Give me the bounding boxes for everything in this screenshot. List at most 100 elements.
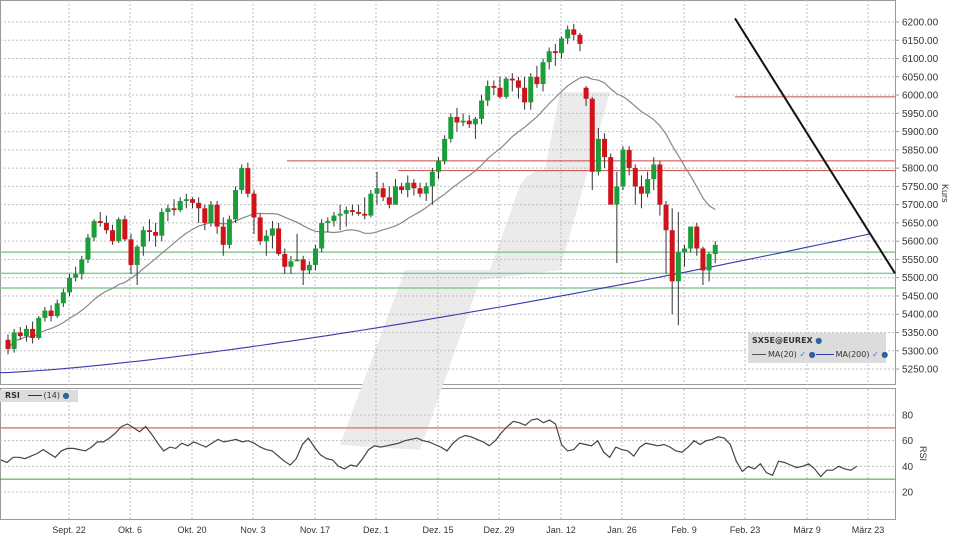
x-tick-label: Jan. 12: [546, 525, 576, 535]
x-tick-label: März 9: [793, 525, 821, 535]
globe-icon[interactable]: ●: [881, 350, 889, 359]
rsi-tick-label: 20: [902, 487, 914, 498]
candle: [460, 120, 466, 123]
candle: [436, 160, 441, 172]
check-icon[interactable]: ✓: [799, 350, 807, 359]
candle: [552, 51, 558, 54]
candle: [405, 182, 411, 191]
candle: [466, 120, 472, 125]
candle: [79, 259, 85, 275]
x-tick-label: März 23: [852, 525, 885, 535]
legend-ma200: MA(200): [835, 350, 870, 359]
candle: [60, 292, 66, 304]
candle: [116, 219, 122, 242]
candle: [663, 204, 669, 231]
candle: [331, 215, 337, 222]
candle: [608, 157, 614, 205]
x-tick-label: Sept. 22: [52, 525, 86, 535]
candle: [522, 87, 528, 103]
price-tick-label: 5300.00: [902, 346, 939, 357]
candle: [337, 213, 343, 216]
candle: [103, 222, 109, 231]
rsi-legend: RSI (14) ●: [0, 390, 78, 402]
globe-icon[interactable]: ●: [815, 336, 823, 345]
candle: [700, 248, 706, 271]
price-tick-label: 6100.00: [902, 54, 939, 65]
ma20-swatch: [752, 354, 766, 355]
candle: [190, 199, 195, 203]
candle: [159, 211, 165, 236]
candle: [528, 76, 534, 103]
rsi-tick-label: 60: [902, 436, 914, 447]
legend-ma20: MA(20): [768, 350, 797, 359]
ma200-swatch: [815, 354, 834, 355]
candle: [214, 204, 220, 227]
price-tick-label: 5550.00: [902, 255, 939, 266]
watermark-logo: [340, 92, 610, 450]
price-tick-label: 6050.00: [902, 72, 939, 83]
candle: [196, 202, 202, 209]
candle: [54, 303, 60, 317]
candle: [509, 78, 515, 81]
candle: [515, 80, 521, 88]
candle: [17, 332, 23, 337]
candle: [202, 208, 208, 223]
candle: [30, 328, 36, 338]
candle: [638, 186, 644, 194]
price-tick-label: 5500.00: [902, 273, 939, 284]
x-tick-label: Feb. 9: [671, 525, 697, 535]
candle: [220, 226, 226, 245]
ma20-line: [7, 76, 716, 350]
candle: [651, 164, 657, 180]
globe-icon[interactable]: ●: [62, 391, 70, 400]
legend-rsi-param: (14): [43, 391, 60, 400]
candle: [233, 190, 239, 220]
x-tick-label: Okt. 6: [118, 525, 142, 535]
candle: [171, 208, 177, 211]
candle: [472, 118, 478, 125]
candle: [294, 259, 300, 262]
candle: [368, 193, 374, 216]
candle: [146, 230, 152, 233]
price-tick-label: 5650.00: [902, 218, 939, 229]
candle: [97, 221, 103, 223]
candle: [343, 210, 349, 214]
candle: [257, 217, 263, 242]
candle: [491, 85, 497, 88]
candle: [356, 211, 362, 214]
candle: [429, 171, 435, 187]
candle: [417, 188, 423, 194]
candle: [5, 339, 11, 349]
price-tick-label: 6000.00: [902, 91, 939, 102]
candle: [300, 259, 306, 271]
candle: [688, 226, 694, 249]
candle: [682, 248, 687, 253]
candle: [454, 116, 460, 123]
globe-icon[interactable]: ●: [808, 350, 816, 359]
check-icon[interactable]: ✓: [872, 350, 879, 359]
candle: [546, 51, 552, 63]
candle: [479, 100, 485, 119]
candle: [140, 230, 146, 247]
candle: [626, 149, 632, 169]
trendline: [734, 17, 896, 274]
rsi-tick-label: 80: [902, 411, 914, 422]
x-tick-label: Nov. 17: [300, 525, 330, 535]
candle: [288, 261, 294, 267]
price-tick-label: 5450.00: [902, 291, 939, 302]
candle: [282, 253, 288, 267]
price-axis-title: Kurs: [940, 184, 950, 203]
price-tick-label: 5700.00: [902, 200, 939, 211]
candle: [306, 264, 312, 271]
price-tick-label: 6150.00: [902, 36, 939, 47]
legend-instrument: SX5E@EUREX: [752, 336, 813, 345]
candle: [245, 168, 251, 194]
candle: [534, 76, 540, 85]
x-tick-label: Feb. 23: [730, 525, 761, 535]
candle: [565, 29, 571, 39]
candle: [325, 221, 331, 223]
candle: [386, 197, 392, 205]
price-tick-label: 5400.00: [902, 310, 939, 321]
price-tick-label: 5750.00: [902, 182, 939, 193]
